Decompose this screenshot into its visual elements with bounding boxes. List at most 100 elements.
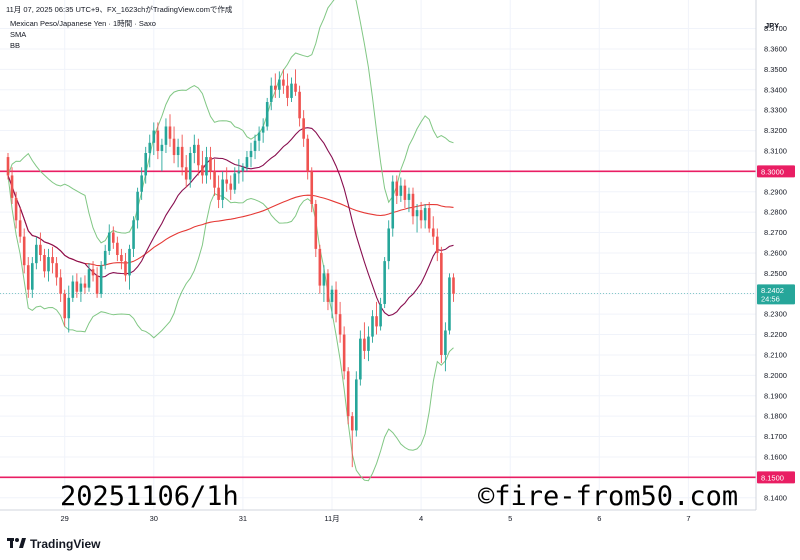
y-tick-label: 8.1600: [764, 452, 787, 461]
y-tick-label: 8.3500: [764, 65, 787, 74]
candle: [209, 146, 212, 180]
candle: [103, 244, 107, 270]
candle-body: [318, 248, 322, 286]
candle-body: [99, 265, 103, 294]
candle: [436, 228, 439, 262]
candle: [22, 228, 26, 274]
candle: [184, 155, 188, 188]
candle-body: [112, 232, 115, 243]
indicator-sma-label[interactable]: SMA: [10, 30, 26, 39]
candle: [229, 175, 233, 200]
x-tick-label: 11月: [324, 514, 339, 523]
candle: [51, 246, 54, 274]
candle-body: [83, 283, 87, 288]
candle-body: [229, 183, 233, 190]
candle-body: [172, 138, 176, 156]
candle-body: [152, 130, 156, 143]
candle: [67, 285, 71, 333]
candle: [383, 257, 386, 309]
candle-body: [387, 228, 390, 262]
y-tick-label: 8.2300: [764, 310, 787, 319]
candle-body: [51, 257, 54, 264]
candle-body: [209, 157, 212, 172]
x-axis: 29 30 31 11月 4 5 6 7: [61, 514, 691, 523]
y-tick-label: 8.1700: [764, 432, 787, 441]
current-price-label: 8.2402: [761, 286, 784, 295]
candle: [359, 330, 362, 386]
indicator-bb-label[interactable]: BB: [10, 41, 20, 50]
candle: [387, 220, 390, 270]
candle-body: [160, 144, 164, 151]
candle: [124, 252, 127, 282]
candle-body: [55, 263, 58, 278]
candle: [14, 191, 18, 229]
candle-body: [330, 289, 334, 302]
candle: [355, 371, 358, 437]
candle-body: [452, 277, 455, 294]
candle-body: [286, 85, 289, 98]
candle-body: [302, 118, 305, 139]
candle-body: [427, 208, 431, 229]
candle-body: [168, 126, 172, 139]
candle-body: [193, 144, 196, 153]
candle: [140, 167, 143, 200]
candle: [241, 163, 245, 182]
candle-body: [225, 179, 228, 184]
candle: [427, 201, 431, 233]
candle: [338, 301, 342, 343]
candle: [298, 85, 301, 127]
candle-body: [326, 273, 330, 302]
candle-body: [221, 179, 224, 200]
candle: [156, 122, 160, 160]
candle-body: [411, 193, 415, 217]
tradingview-logo[interactable]: TradingView: [7, 537, 101, 551]
candle: [91, 261, 95, 282]
candle: [346, 367, 350, 425]
y-tick-label: 8.2200: [764, 330, 787, 339]
candle-body: [290, 83, 293, 98]
candle-body: [241, 167, 245, 172]
candle-body: [265, 102, 269, 127]
candle-body: [399, 185, 403, 196]
candle-body: [107, 232, 111, 251]
candle-body: [67, 297, 71, 319]
candle-body: [217, 187, 220, 200]
candle-body: [269, 85, 273, 102]
candle-body: [180, 146, 184, 168]
symbol-title[interactable]: Mexican Peso/Japanese Yen · 1時間 · Saxo: [10, 19, 156, 28]
x-tick-label: 29: [61, 514, 69, 523]
candle-body: [245, 157, 249, 168]
candle-body: [249, 150, 253, 158]
candle: [144, 146, 147, 184]
level-badge-label: 8.3000: [761, 167, 784, 176]
candle: [47, 248, 50, 282]
candle-body: [144, 153, 147, 176]
candle-body: [314, 204, 318, 249]
x-tick-label: 4: [419, 514, 423, 523]
y-axis: 8.1400 8.1500 8.1600 8.1700 8.1800 8.1900 8.20…: [757, 24, 795, 502]
x-tick-label: 7: [686, 514, 690, 523]
candle-body: [346, 371, 350, 417]
candle: [391, 175, 395, 237]
candle: [245, 150, 249, 172]
candle-body: [440, 252, 443, 355]
candle-body: [128, 248, 131, 276]
candle: [415, 204, 419, 233]
candle-body: [298, 91, 301, 119]
candle-body: [310, 171, 314, 204]
candle: [205, 146, 208, 184]
y-tick-label: 8.2000: [764, 371, 787, 380]
candle: [197, 138, 200, 176]
candle-body: [124, 261, 127, 276]
indicator-lines: [7, 0, 454, 482]
candle: [148, 134, 152, 168]
candle: [201, 150, 204, 184]
candle-body: [436, 236, 439, 253]
candle-body: [43, 255, 46, 272]
candle-body: [14, 197, 18, 221]
current-price-badge: [757, 284, 795, 305]
candle-body: [188, 153, 192, 180]
candle-body: [257, 132, 261, 141]
